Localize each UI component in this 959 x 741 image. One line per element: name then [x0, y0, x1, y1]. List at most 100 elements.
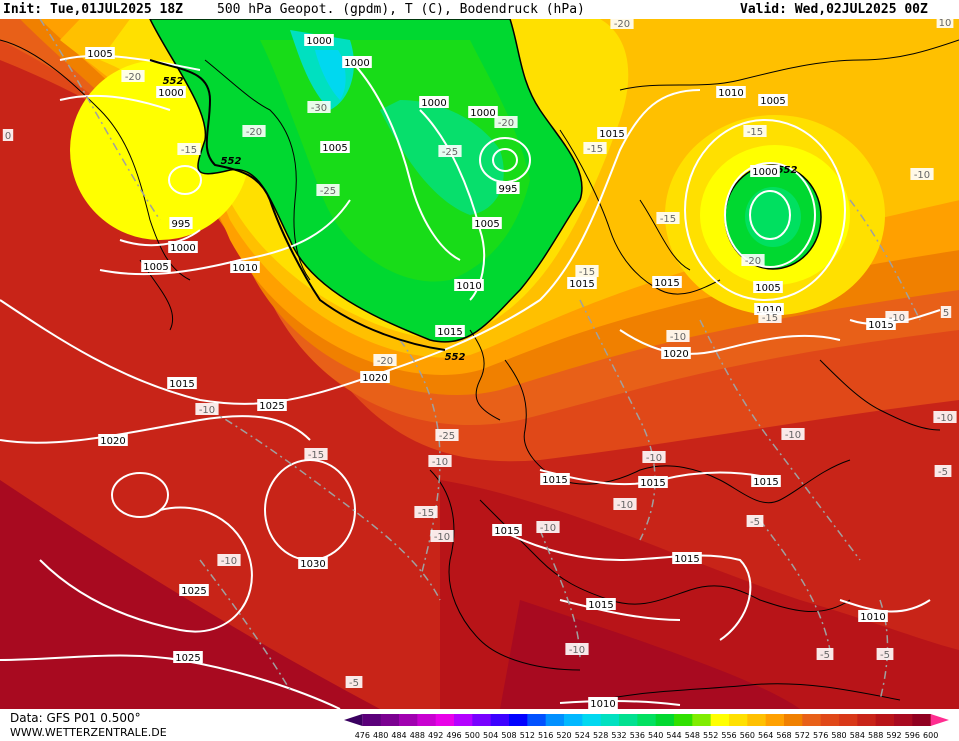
temp-label: -20 — [246, 127, 262, 138]
temp-label-bg — [565, 643, 589, 655]
colorbar-swatch — [454, 714, 473, 726]
pres-label-bg — [167, 377, 197, 389]
temp-label-bg — [217, 554, 241, 566]
pres-label: 1000 — [421, 98, 446, 109]
colorbar-tick-label: 600 — [923, 731, 938, 740]
temp-label: -5 — [820, 650, 830, 661]
temp-label-bg — [195, 403, 219, 415]
pres-label: 1010 — [456, 281, 481, 292]
pres-label: 1015 — [437, 327, 462, 338]
colorbar-tick-label: 536 — [630, 731, 645, 740]
colorbar-swatch — [692, 714, 712, 726]
pres-label: 1000 — [306, 36, 331, 47]
field-dark-south — [0, 480, 380, 709]
pres-label: 1015 — [640, 478, 665, 489]
temp-label-bg — [656, 212, 680, 224]
pres-label: 1000 — [344, 58, 369, 69]
pres-label-bg — [141, 260, 171, 272]
colorbar-swatches — [344, 714, 949, 726]
website-label: WWW.WETTERZENTRALE.DE — [10, 726, 167, 739]
geo-label: 552 — [777, 165, 798, 176]
header-bar: Init: Tue,01JUL2025 18Z 500 hPa Geopot. … — [0, 0, 959, 19]
temp-label: -20 — [377, 356, 393, 367]
temp-label-bg — [610, 19, 634, 29]
colorbar-swatch — [490, 714, 510, 726]
pres-label-bg — [567, 277, 597, 289]
pres-label: 1020 — [663, 349, 688, 360]
pres-label-bg — [85, 47, 115, 59]
temp-label: -10 — [646, 453, 662, 464]
pres-label-bg — [492, 524, 522, 536]
colorbar-tick-label: 560 — [740, 731, 755, 740]
temp-label: -10 — [434, 532, 450, 543]
colorbar-swatch — [344, 714, 363, 726]
temp-label: -15 — [762, 313, 778, 324]
init-time-label: Init: Tue,01JUL2025 18Z — [3, 2, 184, 17]
temp-label: -30 — [311, 103, 327, 114]
temp-label: -15 — [587, 144, 603, 155]
temp-label-bg — [435, 429, 459, 441]
colorbar-tick-label: 524 — [575, 731, 590, 740]
temp-label: -5 — [750, 517, 760, 528]
colorbar-tick-label: 588 — [868, 731, 883, 740]
colorbar-swatch — [362, 714, 382, 726]
colorbar-swatch — [894, 714, 913, 726]
temp-label-bg — [583, 142, 607, 154]
colorbar-tick-label: 576 — [813, 731, 828, 740]
temp-label-bg — [642, 451, 666, 463]
temp-label: -10 — [785, 430, 801, 441]
pres-label: 1010 — [718, 88, 743, 99]
coastlines — [0, 39, 959, 701]
colorbar-tick-label: 512 — [520, 731, 535, 740]
data-source-label: Data: GFS P01 0.500° — [10, 711, 141, 725]
temp-label-bg — [743, 125, 767, 137]
temp-label: -5 — [938, 467, 948, 478]
pres-label: 1020 — [100, 436, 125, 447]
colorbar-swatch — [747, 714, 767, 726]
weather-map: 552 552 552 552 1005 1000 1000 1000 1000 1000 100… — [0, 19, 959, 709]
colorbar-swatch — [784, 714, 803, 726]
temp-label-bg — [758, 311, 782, 323]
colorbar-tick-label: 480 — [373, 731, 388, 740]
temp-label-bg — [816, 648, 834, 660]
pres-label: 1015 — [169, 379, 194, 390]
pres-label-bg — [716, 86, 746, 98]
colorbar-swatch — [875, 714, 895, 726]
temp-label-bg — [307, 101, 331, 113]
temp-label-bg — [428, 455, 452, 467]
temp-label: 10 — [939, 19, 952, 29]
pres-label-bg — [179, 584, 209, 596]
temp-label-bg — [741, 254, 765, 266]
pres-label: 1005 — [760, 96, 785, 107]
colorbar-swatch — [399, 714, 418, 726]
pres-label-bg — [496, 182, 520, 194]
temp-label: -10 — [221, 556, 237, 567]
colorbar-swatch — [435, 714, 455, 726]
pres-label-bg — [652, 276, 682, 288]
pres-label: 1025 — [259, 401, 284, 412]
temp-label: -20 — [125, 72, 141, 83]
pres-label-bg — [454, 279, 484, 291]
pres-label: 1020 — [362, 373, 387, 384]
colorbar-tick-label: 476 — [355, 731, 370, 740]
pres-label: 1005 — [87, 49, 112, 60]
temp-label: -20 — [745, 256, 761, 267]
geo-label: 552 — [445, 352, 466, 363]
geopot-labels: 552 552 552 552 — [163, 76, 798, 363]
pres-label-bg — [257, 399, 287, 411]
temp-label: -15 — [308, 450, 324, 461]
temp-label-bg — [121, 70, 145, 82]
temp-label-bg — [933, 411, 957, 423]
pres-label-bg — [672, 552, 702, 564]
colorbar-swatch — [802, 714, 822, 726]
pres-label: 1030 — [300, 559, 325, 570]
colorbar-tick-label: 508 — [501, 731, 516, 740]
temp-label-bg — [536, 521, 560, 533]
pres-label-bg — [320, 141, 350, 153]
temp-label: -25 — [439, 431, 455, 442]
pres-label-bg — [661, 347, 691, 359]
colorbar-swatch — [930, 714, 949, 726]
pres-label-bg — [230, 261, 260, 273]
temp-label: -10 — [889, 313, 905, 324]
colorbar: 476 480 484 488 492 496 500 504 508 512 516 520 524 5… — [344, 714, 949, 740]
